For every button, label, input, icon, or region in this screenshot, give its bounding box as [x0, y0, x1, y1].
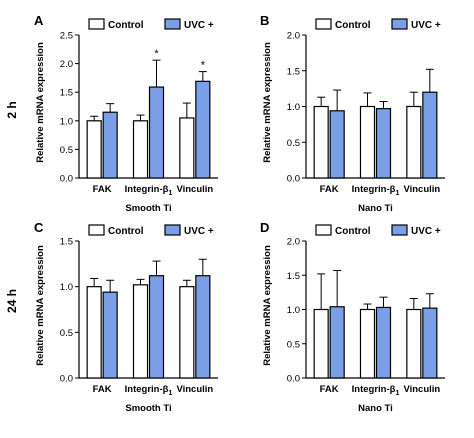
bar: [375, 108, 392, 179]
panel-letter: B: [260, 13, 269, 28]
legend-label: UVC +: [184, 20, 214, 31]
x-tick-label: FAK: [93, 384, 112, 395]
y-tick-label: 0.0: [60, 174, 73, 185]
bar: [102, 111, 118, 179]
bar: [179, 117, 195, 179]
y-tick-label: 1.0: [287, 102, 300, 113]
bar: [313, 308, 329, 379]
y-axis-label: Relative mRNA expression: [35, 245, 46, 366]
x-tick-label: Integrin-β1: [125, 184, 173, 197]
y-tick-label: 0.0: [287, 374, 300, 385]
y-tick-label: 1.0: [287, 305, 300, 316]
y-tick-label: 0.5: [287, 339, 300, 350]
legend-label: Control: [335, 226, 371, 237]
x-tick-label: Vinculin: [403, 384, 440, 395]
figure-caption: [14, 427, 474, 438]
x-tick-label: Vinculin: [176, 184, 213, 195]
y-axis-label: Relative mRNA expression: [262, 42, 273, 163]
y-tick-label: 0.0: [287, 174, 300, 185]
bar: [406, 308, 422, 379]
x-tick-label: FAK: [93, 184, 112, 195]
bar: [406, 105, 422, 179]
bar: [132, 284, 149, 379]
legend-swatch: [88, 224, 105, 236]
y-tick-label: 2.0: [287, 237, 300, 248]
x-tick-label: Vinculin: [176, 384, 213, 395]
legend-label: Control: [108, 20, 144, 31]
y-axis-label: Relative mRNA expression: [35, 42, 46, 163]
legend-label: UVC +: [411, 226, 441, 237]
x-axis-label: Smooth Ti: [125, 203, 171, 214]
y-tick-label: 0.5: [60, 145, 73, 156]
x-tick-label: Integrin-β1: [352, 184, 400, 197]
y-tick-label: 2.0: [60, 59, 73, 70]
x-tick-label: Integrin-β1: [352, 384, 400, 397]
bar: [132, 120, 149, 179]
y-tick-label: 1.0: [60, 116, 73, 127]
legend-swatch: [391, 224, 408, 236]
bar: [329, 110, 345, 179]
y-tick-label: 0.0: [60, 374, 73, 385]
bar: [359, 308, 376, 379]
x-tick-label: Integrin-β1: [125, 384, 173, 397]
bar: [86, 286, 102, 379]
y-tick-label: 2.5: [60, 31, 73, 42]
significance-marker: *: [201, 60, 206, 72]
row-label: 24 h: [5, 289, 19, 313]
y-tick-label: 1.5: [60, 88, 73, 99]
x-tick-label: FAK: [320, 384, 339, 395]
y-axis-label: Relative mRNA expression: [262, 245, 273, 366]
legend-swatch: [164, 224, 181, 236]
bar: [148, 86, 165, 179]
legend-swatch: [315, 224, 332, 236]
bar: [422, 307, 438, 379]
bar: [422, 91, 438, 179]
bar: [148, 275, 165, 379]
panel-letter: D: [260, 220, 269, 235]
bar: [195, 275, 211, 379]
significance-marker: *: [154, 48, 159, 60]
x-axis-label: Smooth Ti: [125, 403, 171, 414]
bar: [313, 105, 329, 179]
x-axis-label: Nano Ti: [358, 403, 393, 414]
y-tick-label: 1.5: [287, 271, 300, 282]
panel-letter: C: [34, 220, 44, 235]
row-label: 2 h: [5, 101, 19, 118]
bar: [102, 291, 118, 379]
legend-label: Control: [335, 20, 371, 31]
y-tick-label: 1.5: [60, 237, 73, 248]
y-tick-label: 0.5: [287, 138, 300, 149]
legend-swatch: [164, 18, 181, 30]
y-tick-label: 2.0: [287, 31, 300, 42]
bar: [359, 105, 376, 179]
x-tick-label: Vinculin: [403, 184, 440, 195]
legend-swatch: [88, 18, 105, 30]
legend-swatch: [315, 18, 332, 30]
panel-letter: A: [34, 13, 44, 28]
y-tick-label: 1.0: [60, 282, 73, 293]
x-axis-label: Nano Ti: [358, 203, 393, 214]
legend-label: UVC +: [411, 20, 441, 31]
bar: [329, 306, 345, 379]
x-tick-label: FAK: [320, 184, 339, 195]
bar: [179, 286, 195, 379]
legend-swatch: [391, 18, 408, 30]
y-tick-label: 1.5: [287, 66, 300, 77]
bar: [195, 80, 211, 179]
y-tick-label: 0.5: [60, 328, 73, 339]
legend-label: UVC +: [184, 226, 214, 237]
bar: [86, 120, 102, 179]
legend-label: Control: [108, 226, 144, 237]
bar: [375, 306, 392, 379]
